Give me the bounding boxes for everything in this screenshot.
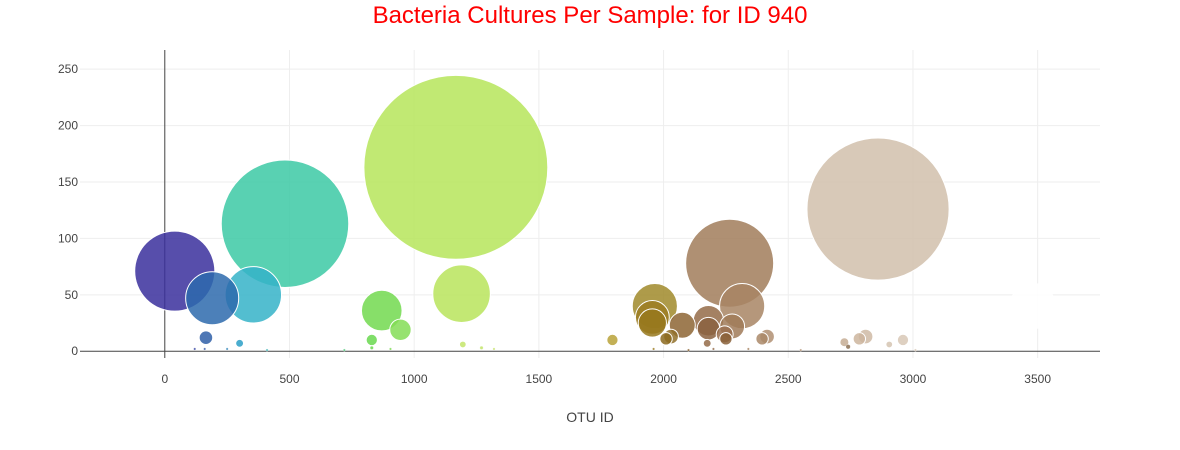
x-tick-label: 1500 — [526, 372, 553, 386]
bubble-point[interactable] — [719, 332, 733, 346]
bubble-point[interactable] — [369, 346, 374, 350]
bubble-point[interactable] — [687, 348, 690, 352]
bubble-point[interactable] — [845, 344, 851, 350]
y-tick-label: 0 — [71, 344, 78, 358]
bubble-point[interactable] — [235, 338, 245, 348]
bubble-point[interactable] — [479, 346, 484, 350]
x-tick-label: 1000 — [401, 372, 428, 386]
bubble-point[interactable] — [914, 348, 917, 352]
bubble-point[interactable] — [652, 347, 655, 351]
bubble-point[interactable] — [885, 340, 894, 349]
x-tick-label: 0 — [161, 372, 168, 386]
x-axis-title: OTU ID — [566, 409, 613, 425]
y-tick-label: 50 — [65, 288, 79, 302]
bubble-point[interactable] — [265, 348, 269, 352]
bubble-point[interactable] — [225, 347, 229, 351]
bubble-point[interactable] — [389, 318, 412, 342]
x-tick-label: 2000 — [650, 372, 677, 386]
y-tick-label: 200 — [58, 119, 78, 133]
x-tick-label: 2500 — [775, 372, 802, 386]
bubble-point[interactable] — [203, 347, 207, 351]
bubble-point[interactable] — [193, 347, 197, 351]
x-tick-label: 3500 — [1024, 372, 1051, 386]
x-tick-label: 3000 — [900, 372, 927, 386]
bubble-point[interactable] — [839, 337, 850, 348]
bubble-point[interactable] — [220, 159, 350, 288]
y-tick-label: 250 — [58, 62, 78, 76]
bubble-point[interactable] — [343, 348, 346, 352]
bubble-point[interactable] — [185, 271, 240, 326]
bubble-point[interactable] — [896, 333, 910, 347]
bubble-point[interactable] — [712, 347, 715, 351]
bubble-point[interactable] — [755, 332, 769, 346]
tick-labels: 0 500 1000 1500 2000 2500 3000 3500 0 50 100 150 200… — [58, 62, 1051, 386]
bubble-point[interactable] — [198, 330, 214, 345]
bubble-point[interactable] — [702, 338, 712, 348]
bubble-series — [134, 74, 1056, 352]
bubble-point[interactable] — [606, 333, 619, 347]
bubble-point[interactable] — [365, 333, 378, 347]
chart-title: Bacteria Cultures Per Sample: for ID 940 — [372, 2, 808, 29]
bubble-point[interactable] — [360, 289, 403, 332]
bubble-point[interactable] — [492, 347, 496, 351]
y-tick-label: 100 — [58, 231, 78, 245]
x-tick-label: 500 — [279, 372, 299, 386]
bubble-point[interactable] — [799, 348, 803, 352]
y-tick-label: 150 — [58, 175, 78, 189]
bubble-point[interactable] — [363, 74, 549, 260]
bubble-point[interactable] — [747, 347, 750, 351]
bubble-point[interactable] — [389, 347, 392, 351]
bubble-point[interactable] — [432, 264, 491, 323]
bubble-point[interactable] — [458, 340, 467, 349]
bubble-point[interactable] — [1009, 283, 1056, 330]
bubble-point[interactable] — [637, 308, 667, 338]
bubble-point[interactable] — [659, 332, 673, 346]
bubble-point[interactable] — [806, 137, 950, 281]
bubble-point[interactable] — [852, 332, 867, 346]
